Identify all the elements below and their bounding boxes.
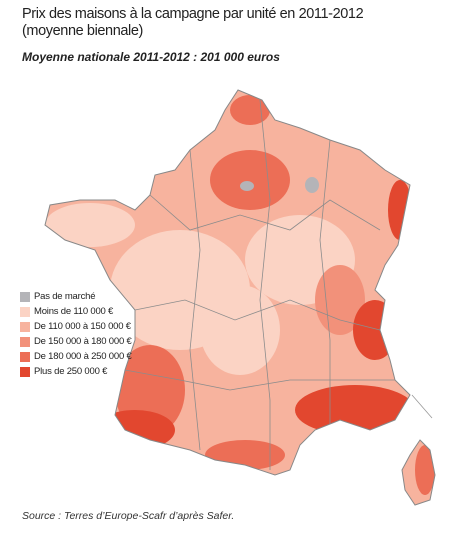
legend-item: Moins de 110 000 € [20, 304, 132, 319]
france-outline [44, 89, 411, 476]
region [305, 177, 319, 193]
legend-label: De 150 000 à 180 000 € [34, 336, 132, 347]
legend-label: Pas de marché [34, 291, 96, 302]
legend-label: Plus de 250 000 € [34, 366, 108, 377]
legend-swatch [20, 336, 30, 347]
legend-item: Plus de 250 000 € [20, 364, 132, 379]
region [240, 181, 254, 191]
legend-item: De 150 000 à 180 000 € [20, 334, 132, 349]
legend: Pas de marché Moins de 110 000 € De 110 00… [20, 289, 132, 379]
region [388, 180, 412, 240]
corsica-outline [401, 439, 436, 506]
inset-line [411, 394, 433, 419]
region [200, 285, 280, 375]
region [95, 410, 175, 450]
legend-swatch [20, 366, 30, 377]
legend-label: De 110 000 à 150 000 € [34, 321, 131, 332]
legend-label: Moins de 110 000 € [34, 306, 114, 317]
legend-swatch [20, 321, 30, 332]
legend-item: De 110 000 à 150 000 € [20, 319, 132, 334]
title: Prix des maisons à la campagne par unité… [22, 6, 364, 39]
borders [124, 99, 395, 470]
region [295, 385, 415, 435]
region [230, 95, 270, 125]
legend-label: De 180 000 à 250 000 € [34, 351, 132, 362]
region [210, 150, 290, 210]
region [415, 445, 435, 495]
legend-item: De 180 000 à 250 000 € [20, 349, 132, 364]
legend-swatch [20, 291, 30, 302]
legend-item: Pas de marché [20, 289, 132, 304]
legend-swatch [20, 306, 30, 317]
region [353, 300, 397, 360]
legend-swatch [20, 351, 30, 362]
subtitle: Moyenne nationale 2011-2012 : 201 000 eu… [22, 50, 280, 64]
source: Source : Terres d’Europe-Scafr d’après S… [22, 510, 235, 522]
region [45, 203, 135, 247]
